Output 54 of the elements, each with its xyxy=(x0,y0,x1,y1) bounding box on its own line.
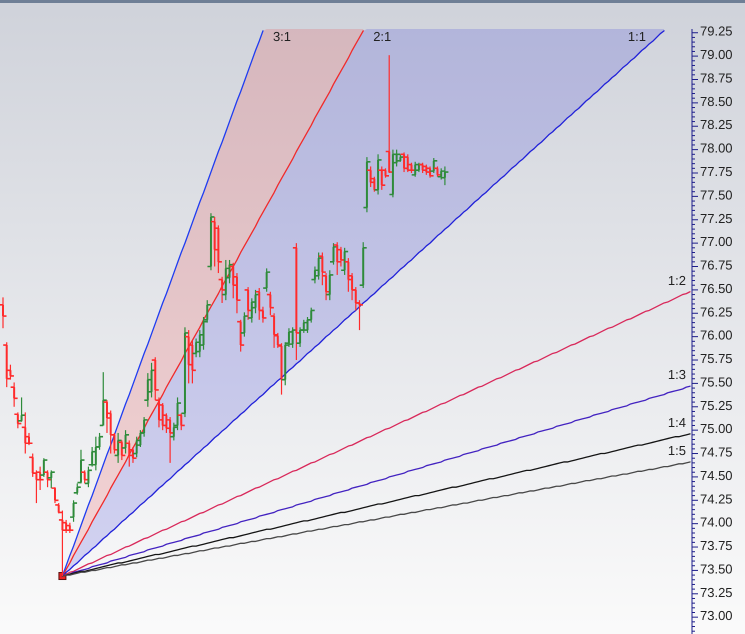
candlestick xyxy=(406,154,409,173)
y-tick-label: 75.75 xyxy=(700,351,733,366)
y-tick-label: 78.75 xyxy=(700,70,733,86)
y-tick-label: 76.50 xyxy=(700,281,733,296)
y-tick-label: 74.00 xyxy=(700,515,733,530)
candlestick xyxy=(432,157,435,174)
candlestick xyxy=(162,402,164,431)
y-tick-label: 79.25 xyxy=(700,24,733,40)
series-label: 2:1 xyxy=(373,29,392,44)
y-tick-label: 76.75 xyxy=(700,258,733,273)
y-tick-label: 74.50 xyxy=(700,468,733,484)
y-tick-label: 74.25 xyxy=(700,492,733,507)
candlestick xyxy=(42,458,45,478)
y-tick-label: 75.00 xyxy=(700,422,733,437)
series-label: 1:2 xyxy=(668,273,686,288)
y-tick-label: 76.25 xyxy=(700,304,733,320)
y-tick-label: 77.25 xyxy=(700,211,733,226)
series-label: 1:3 xyxy=(668,368,686,383)
candlestick xyxy=(146,372,149,408)
candlestick xyxy=(198,329,201,358)
y-tick-label: 77.75 xyxy=(700,164,733,180)
series-label: 1:4 xyxy=(668,415,686,430)
series-label: 3:1 xyxy=(272,29,292,44)
y-tick-label: 73.25 xyxy=(700,585,733,600)
y-tick-label: 78.50 xyxy=(700,94,733,110)
y-tick-label: 78.25 xyxy=(700,118,733,133)
y-tick-label: 73.75 xyxy=(700,538,733,554)
candlestick xyxy=(232,262,234,299)
candlestick xyxy=(318,252,320,280)
y-tick-label: 73.50 xyxy=(700,562,733,577)
y-tick-label: 77.50 xyxy=(700,188,733,203)
y-tick-label: 78.00 xyxy=(700,141,733,156)
series-label: 1:5 xyxy=(668,443,686,458)
candlestick xyxy=(328,270,331,301)
candlestick xyxy=(373,176,376,192)
y-tick-label: 76.00 xyxy=(700,328,733,344)
candlestick xyxy=(136,436,138,458)
y-tick-label: 75.50 xyxy=(700,374,733,390)
candlestick xyxy=(414,161,416,178)
candlestick xyxy=(2,296,4,329)
y-tick-label: 74.75 xyxy=(700,444,733,460)
candlestick xyxy=(388,54,390,174)
candlestick xyxy=(292,326,294,348)
y-tick-label: 75.25 xyxy=(700,398,733,414)
candlestick xyxy=(336,242,338,276)
y-tick-label: 77.00 xyxy=(700,234,733,250)
series-label: 1:1 xyxy=(628,29,646,44)
y-tick-label: 79.00 xyxy=(700,48,733,63)
candlestick xyxy=(180,412,182,431)
candlestick xyxy=(128,440,130,468)
candlestick xyxy=(250,298,253,324)
candlestick xyxy=(266,268,268,292)
y-tick-label: 73.00 xyxy=(700,608,733,624)
candlestick xyxy=(120,440,123,461)
